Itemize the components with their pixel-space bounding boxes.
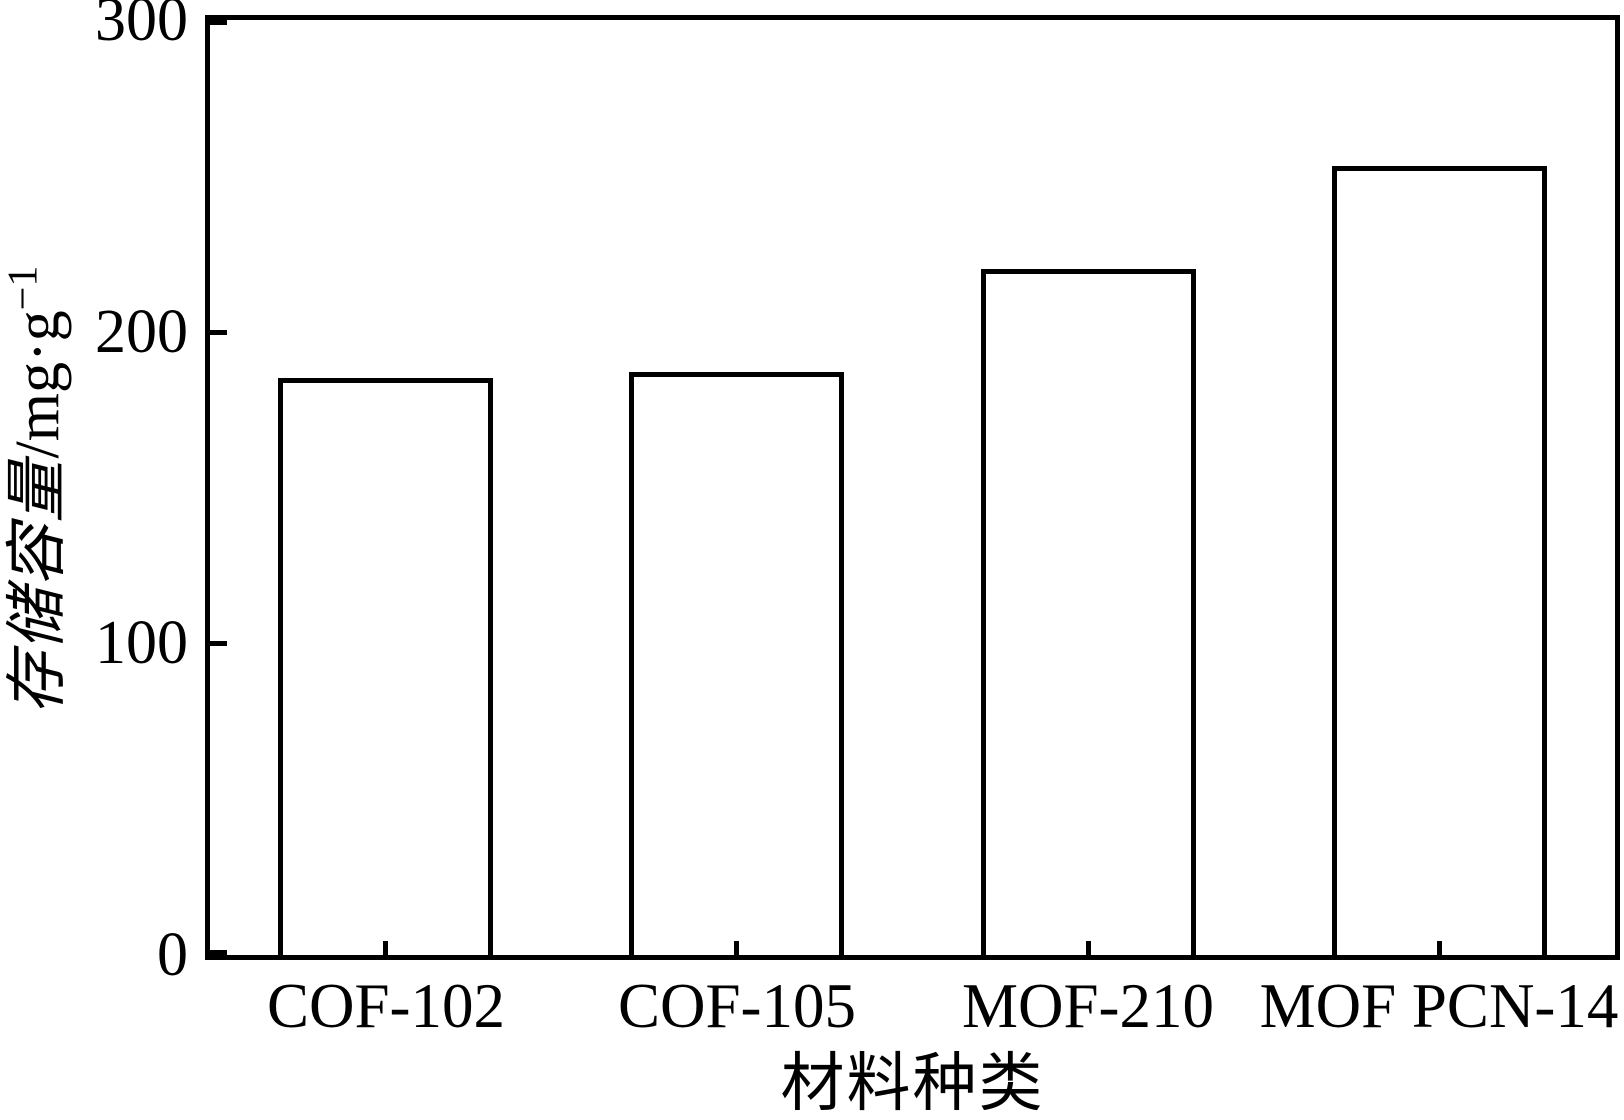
y-tick-label: 0: [157, 921, 188, 989]
x-axis-tick: [1086, 941, 1091, 955]
y-axis-tick: [210, 20, 227, 25]
bar-MOF-210: [981, 269, 1196, 955]
bar-COF-105: [629, 372, 844, 955]
x-axis-title: 材料种类: [780, 1048, 1045, 1119]
x-axis-tick: [734, 941, 739, 955]
x-tick-label: COF-102: [266, 971, 506, 1041]
bar-COF-102: [278, 378, 493, 955]
bar-MOF PCN-14: [1332, 166, 1547, 955]
y-axis-tick: [210, 330, 227, 335]
x-axis-tick: [383, 941, 388, 955]
x-tick-label: COF-105: [617, 971, 857, 1041]
x-tick-label: MOF PCN-14: [1259, 971, 1619, 1041]
y-axis-tick: [210, 950, 227, 955]
x-axis-tick: [1437, 941, 1442, 955]
y-axis-tick: [210, 641, 227, 646]
x-tick-label: MOF-210: [961, 971, 1215, 1041]
y-tick-labels: 0 100 200 300: [0, 0, 188, 1120]
y-tick-label: 200: [95, 298, 188, 366]
y-tick-label: 100: [95, 609, 188, 677]
x-tick-labels: COF-102 COF-105 MOF-210 MOF PCN-14: [210, 971, 1618, 1041]
plot-area: [205, 15, 1620, 960]
y-tick-label: 300: [95, 0, 188, 54]
